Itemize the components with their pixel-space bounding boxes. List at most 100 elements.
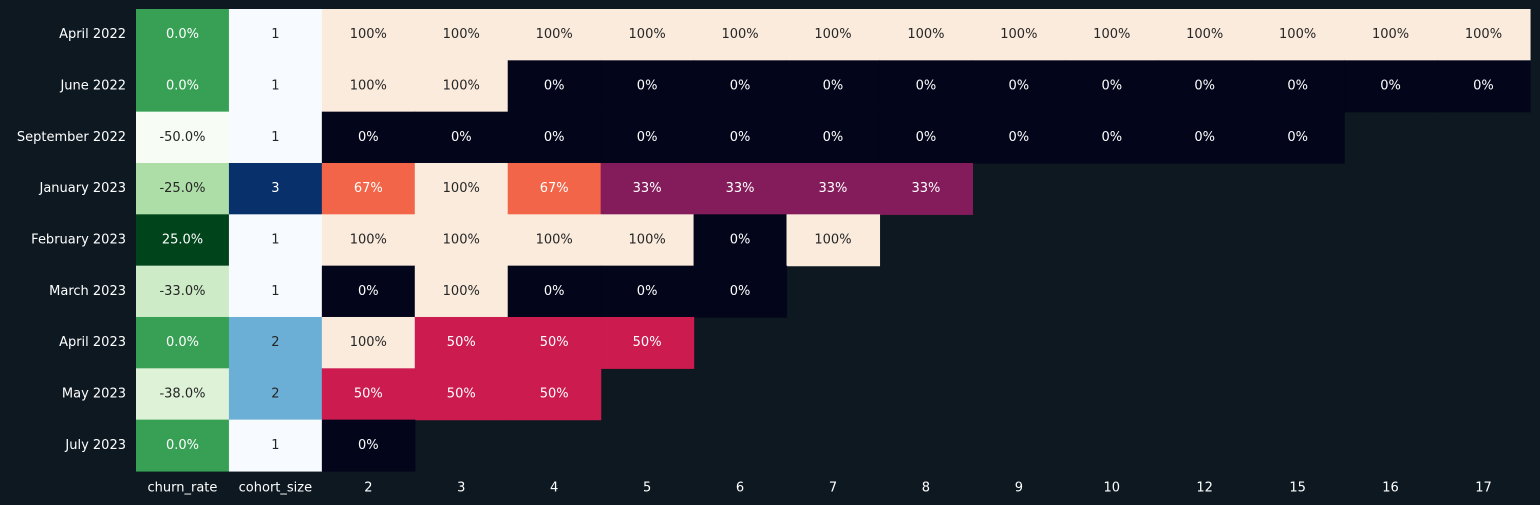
retention-cell — [879, 9, 973, 61]
retention-cell — [1344, 9, 1438, 61]
retention-cell-label: 0% — [1473, 79, 1494, 94]
retention-cell-label: 0% — [730, 284, 751, 299]
churn-rate-cell-label: -38.0% — [159, 386, 205, 401]
churn-rate-cell-label: -33.0% — [159, 284, 205, 299]
y-tick-label: January 2023 — [39, 181, 127, 196]
retention-cell — [321, 316, 416, 369]
retention-cell — [600, 60, 695, 113]
cohort-size-cell — [228, 9, 323, 61]
churn-rate-cell-label: -50.0% — [159, 130, 205, 145]
retention-cell-label: 0% — [1194, 130, 1215, 145]
cohort-size-cell — [228, 60, 323, 113]
y-tick-label: July 2023 — [64, 438, 126, 453]
retention-cell-label: 0% — [358, 284, 379, 299]
retention-cell — [321, 265, 416, 318]
retention-cell — [507, 368, 602, 421]
retention-cell-label: 0% — [730, 79, 751, 94]
retention-cell-label: 100% — [350, 232, 387, 247]
retention-cell — [507, 60, 602, 113]
retention-cell — [321, 111, 416, 164]
retention-cell-label: 100% — [1093, 27, 1130, 42]
churn-rate-cell-label: 0.0% — [166, 438, 199, 453]
y-tick-labels: April 2022 June 2022 September 2022 January… — [17, 27, 126, 453]
retention-cell — [507, 9, 602, 61]
cohort-size-cell-label: 1 — [271, 284, 279, 299]
cohort-size-cell — [228, 368, 323, 421]
retention-cell-label: 50% — [447, 386, 476, 401]
retention-cell — [1251, 60, 1345, 113]
retention-cell-label: 0% — [1287, 79, 1308, 94]
retention-cell — [321, 368, 416, 421]
cohort-size-cell-label: 3 — [271, 181, 279, 196]
retention-cell — [693, 9, 788, 61]
x-tick-label: 4 — [550, 480, 558, 495]
retention-cell — [693, 60, 788, 113]
retention-cell — [879, 162, 973, 215]
retention-cell-label: 0% — [358, 130, 379, 145]
heatmap-cells — [136, 9, 1531, 472]
retention-cell-label: 100% — [536, 232, 573, 247]
x-tick-label: 9 — [1015, 480, 1023, 495]
retention-cell — [321, 60, 416, 113]
retention-cell — [693, 162, 788, 215]
x-tick-label: 17 — [1475, 480, 1492, 495]
retention-cell-label: 100% — [907, 27, 944, 42]
retention-cell — [507, 111, 602, 164]
retention-cell-label: 50% — [447, 335, 476, 350]
y-tick-label: March 2023 — [49, 284, 126, 299]
retention-cell — [414, 214, 509, 267]
cohort-size-cell — [228, 316, 323, 369]
retention-cell — [600, 162, 695, 215]
cohort-size-cell-label: 2 — [271, 335, 279, 350]
retention-cell-label: 0% — [451, 130, 472, 145]
cohort-size-cell-label: 1 — [271, 438, 279, 453]
churn-rate-cell — [136, 9, 230, 61]
retention-cell-label: 33% — [819, 181, 848, 196]
cohort-size-cell-label: 1 — [271, 79, 279, 94]
churn-rate-cell — [136, 419, 230, 472]
retention-cell-label: 67% — [540, 181, 569, 196]
retention-cell — [414, 9, 509, 61]
retention-cell-label: 0% — [1009, 130, 1030, 145]
retention-cell — [972, 60, 1066, 113]
churn-rate-cell-label: 0.0% — [166, 79, 199, 94]
retention-cell-label: 0% — [544, 130, 565, 145]
retention-cell-label: 50% — [540, 386, 569, 401]
churn-rate-cell-label: 25.0% — [162, 232, 203, 247]
retention-cell — [321, 214, 416, 267]
retention-cell — [414, 316, 509, 369]
retention-cell-label: 100% — [350, 27, 387, 42]
retention-cell-label: 100% — [350, 335, 387, 350]
retention-cell-label: 0% — [544, 284, 565, 299]
x-tick-labels: churn_rate cohort_size 2 3 4 5 6 7 8 9 10 12 15 16 17 — [148, 480, 1492, 495]
churn-rate-cell — [136, 265, 230, 318]
x-tick-label: 7 — [829, 480, 837, 495]
retention-cell-label: 100% — [443, 79, 480, 94]
retention-cell — [507, 316, 602, 369]
retention-cell — [1065, 111, 1159, 164]
churn-rate-cell — [136, 60, 230, 113]
cohort-size-cell — [228, 419, 323, 472]
y-tick-label: June 2022 — [59, 79, 126, 94]
retention-cell-label: 0% — [1009, 79, 1030, 94]
retention-cell-label: 100% — [814, 232, 851, 247]
x-tick-label: 2 — [364, 480, 372, 495]
retention-cell — [414, 111, 509, 164]
retention-cell-label: 0% — [730, 130, 751, 145]
churn-rate-cell — [136, 214, 230, 267]
retention-cell — [414, 368, 509, 421]
retention-cell-label: 100% — [1465, 27, 1502, 42]
x-tick-label: 3 — [457, 480, 465, 495]
retention-cell-label: 0% — [823, 79, 844, 94]
retention-cell — [972, 111, 1066, 164]
retention-cell-label: 100% — [1279, 27, 1316, 42]
retention-cell — [879, 111, 973, 164]
retention-cell-label: 0% — [823, 130, 844, 145]
retention-cell — [600, 265, 695, 318]
retention-cell — [786, 111, 881, 164]
retention-cell — [972, 9, 1066, 61]
cohort-size-cell — [228, 265, 323, 318]
retention-cell-label: 0% — [637, 79, 658, 94]
retention-cell-label: 100% — [443, 232, 480, 247]
